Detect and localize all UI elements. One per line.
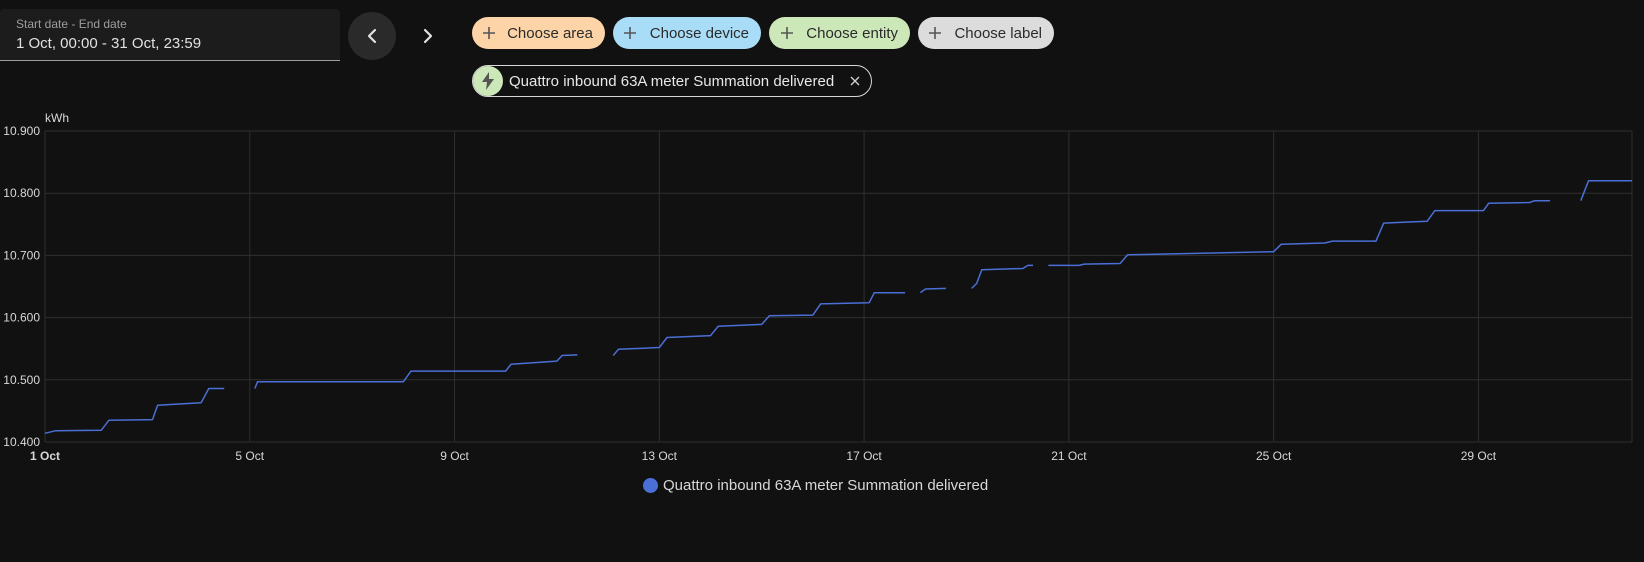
date-range-picker[interactable]: Start date - End date 1 Oct, 00:00 - 31 … [0, 9, 340, 61]
x-tick-label: 1 Oct [30, 449, 60, 463]
chevron-right-icon [423, 28, 433, 44]
choose-device-button[interactable]: Choose device [613, 17, 761, 49]
choose-entity-button[interactable]: Choose entity [769, 17, 910, 49]
series-line-segment [254, 354, 578, 389]
choose-area-label: Choose area [507, 24, 593, 42]
series-line-segment [971, 264, 1033, 289]
plus-icon [777, 23, 796, 43]
x-tick-label: 25 Oct [1256, 449, 1292, 463]
history-chart: 10.400 10.500 10.600 10.700 10.800 10.900 1 O… [3, 111, 1633, 463]
lightning-bolt-icon [473, 66, 503, 96]
plus-icon [480, 23, 497, 43]
selected-entity-name: Quattro inbound 63A meter Summation deli… [509, 72, 835, 90]
plus-icon [621, 23, 640, 43]
y-tick-label: 10.500 [3, 373, 40, 387]
series-line-segment [612, 291, 906, 356]
next-period-button[interactable] [404, 12, 452, 60]
close-icon[interactable] [847, 73, 863, 89]
chart-grid [44, 130, 1633, 443]
chart-series [44, 180, 1632, 435]
series-line-segment [1580, 180, 1632, 201]
legend-label: Quattro inbound 63A meter Summation deli… [663, 477, 989, 494]
plus-icon [926, 23, 944, 43]
series-line-segment [1048, 199, 1551, 267]
x-tick-label: 13 Oct [642, 449, 678, 463]
choose-label-button[interactable]: Choose label [918, 17, 1054, 49]
selected-entity-chip[interactable]: Quattro inbound 63A meter Summation deli… [472, 65, 872, 97]
legend-color-dot [643, 478, 658, 493]
x-tick-label: 5 Oct [235, 449, 264, 463]
choose-label-label: Choose label [954, 24, 1042, 42]
y-tick-label: 10.700 [3, 248, 40, 262]
choose-area-button[interactable]: Choose area [472, 17, 605, 49]
previous-period-button[interactable] [348, 12, 396, 60]
y-axis-ticks: 10.400 10.500 10.600 10.700 10.800 10.900 [3, 124, 40, 449]
x-tick-label: 21 Oct [1051, 449, 1087, 463]
date-range-label: Start date - End date [16, 17, 127, 31]
y-tick-label: 10.600 [3, 311, 40, 325]
y-tick-label: 10.900 [3, 124, 40, 138]
series-line-segment [919, 287, 947, 294]
x-tick-label: 29 Oct [1461, 449, 1497, 463]
y-tick-label: 10.400 [3, 435, 40, 449]
choose-entity-label: Choose entity [806, 24, 898, 42]
x-tick-label: 9 Oct [440, 449, 469, 463]
chart-legend-item[interactable]: Quattro inbound 63A meter Summation deli… [643, 477, 988, 494]
x-tick-label: 17 Oct [846, 449, 882, 463]
y-axis-label: kWh [45, 111, 69, 125]
x-axis-ticks: 1 Oct 5 Oct 9 Oct 13 Oct 17 Oct 21 Oct 25 Oct 2… [30, 449, 1497, 463]
chevron-left-icon [367, 28, 377, 44]
date-range-value: 1 Oct, 00:00 - 31 Oct, 23:59 [16, 35, 202, 52]
y-tick-label: 10.800 [3, 186, 40, 200]
series-line-segment [44, 387, 225, 435]
choose-device-label: Choose device [649, 24, 749, 42]
